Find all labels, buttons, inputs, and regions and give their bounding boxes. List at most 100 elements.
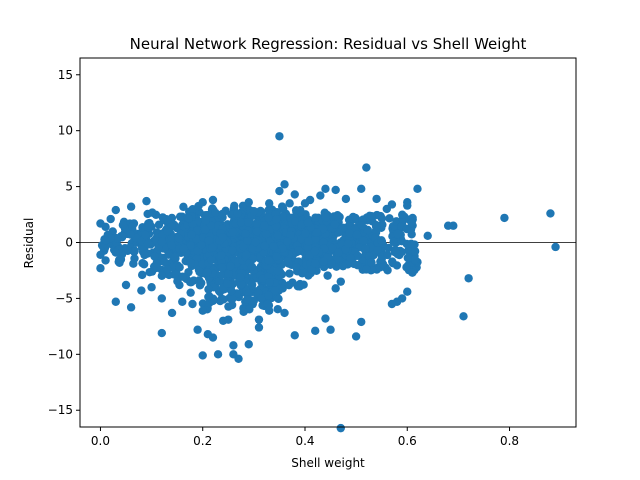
data-point xyxy=(141,230,150,240)
data-point xyxy=(413,184,422,194)
data-point xyxy=(343,239,353,248)
data-point xyxy=(175,263,184,272)
data-point xyxy=(175,212,185,221)
data-point xyxy=(402,263,411,272)
data-point xyxy=(393,229,403,239)
data-point xyxy=(188,299,197,309)
data-point xyxy=(280,308,289,318)
data-point xyxy=(174,234,184,243)
data-point xyxy=(204,285,213,294)
data-point xyxy=(157,271,167,281)
data-point xyxy=(187,230,196,239)
plot-frame xyxy=(79,57,577,428)
x-tick-label: 0.2 xyxy=(193,434,212,448)
data-point xyxy=(382,204,391,214)
data-point xyxy=(338,261,348,271)
data-point xyxy=(228,294,237,304)
data-point xyxy=(142,196,151,206)
data-point xyxy=(254,315,264,324)
data-point xyxy=(201,216,210,225)
data-point xyxy=(173,277,182,286)
data-point xyxy=(410,247,420,256)
data-point xyxy=(229,350,238,359)
y-tick-label: −5 xyxy=(55,291,73,305)
data-point xyxy=(145,221,155,230)
data-point xyxy=(249,296,259,305)
data-point xyxy=(291,217,300,226)
data-point xyxy=(252,227,262,236)
x-tick-label: 0.0 xyxy=(91,434,110,448)
data-point xyxy=(228,228,238,237)
data-point xyxy=(126,303,136,312)
data-point xyxy=(140,250,149,260)
data-point xyxy=(203,268,212,277)
data-point xyxy=(330,219,340,229)
data-point xyxy=(137,243,147,252)
data-point xyxy=(351,332,361,341)
data-point xyxy=(310,259,320,268)
data-point xyxy=(362,265,371,274)
data-point xyxy=(359,236,368,246)
data-point xyxy=(261,229,271,239)
data-point xyxy=(162,264,172,274)
y-tick-label: −15 xyxy=(48,403,73,417)
data-point xyxy=(341,194,351,204)
data-point xyxy=(111,248,120,257)
chart-title: Neural Network Regression: Residual vs S… xyxy=(130,35,527,53)
x-tick-label: 0.6 xyxy=(398,434,417,448)
data-point xyxy=(357,221,366,230)
data-point xyxy=(275,186,284,196)
data-point xyxy=(546,209,555,218)
data-point xyxy=(351,213,360,223)
data-point xyxy=(403,287,412,296)
data-point xyxy=(327,259,336,268)
data-point xyxy=(464,274,473,283)
data-point xyxy=(367,211,377,221)
data-point xyxy=(273,304,282,314)
data-point xyxy=(243,295,252,304)
scatter-points xyxy=(96,132,560,433)
data-point xyxy=(336,277,345,286)
data-point xyxy=(423,231,432,240)
data-point xyxy=(311,213,320,222)
data-point xyxy=(321,314,330,323)
data-point xyxy=(233,209,242,218)
data-point xyxy=(150,252,159,261)
data-point xyxy=(247,280,257,290)
data-point xyxy=(203,329,213,339)
data-point xyxy=(290,190,299,199)
data-point xyxy=(285,199,294,208)
data-point xyxy=(367,258,376,267)
data-point xyxy=(163,226,172,236)
data-point xyxy=(410,255,420,264)
data-point xyxy=(208,243,217,253)
data-point xyxy=(243,236,252,246)
data-point xyxy=(383,266,392,275)
data-point xyxy=(115,258,124,267)
data-point xyxy=(187,277,196,287)
data-point xyxy=(229,341,238,350)
data-point xyxy=(273,231,282,240)
data-point xyxy=(207,255,216,265)
data-point xyxy=(265,199,274,208)
data-point xyxy=(186,288,195,297)
data-point xyxy=(280,180,289,189)
data-point xyxy=(254,323,264,332)
data-point xyxy=(333,211,342,220)
data-point xyxy=(137,286,146,295)
data-point xyxy=(157,237,167,247)
data-point xyxy=(167,241,176,250)
data-point xyxy=(244,198,253,207)
data-point xyxy=(179,244,189,253)
x-axis: 0.0 0.2 0.4 0.6 0.8 xyxy=(91,427,519,448)
data-point xyxy=(321,184,330,194)
data-point xyxy=(265,306,274,315)
data-point xyxy=(260,221,269,230)
data-point xyxy=(128,222,137,231)
data-point xyxy=(286,230,295,240)
data-point xyxy=(264,272,273,281)
data-point xyxy=(387,299,397,309)
data-point xyxy=(408,268,417,277)
data-point xyxy=(237,279,246,289)
data-point xyxy=(371,222,381,231)
